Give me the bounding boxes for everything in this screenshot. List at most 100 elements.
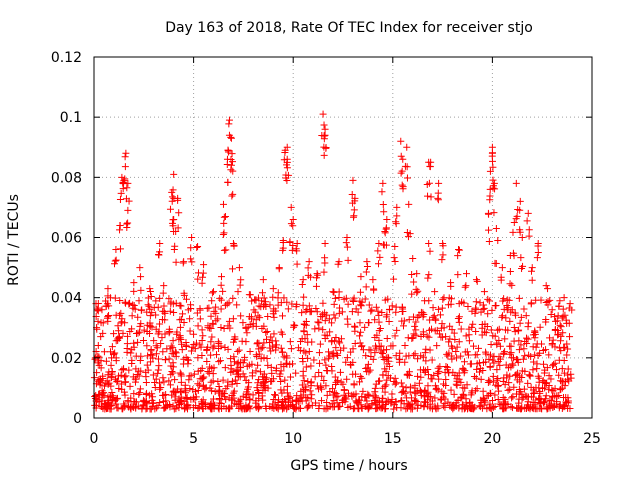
data-point: [270, 396, 278, 404]
data-point: [479, 367, 487, 375]
data-point: [472, 328, 480, 336]
data-point: [525, 371, 533, 379]
data-point: [116, 296, 124, 304]
data-point: [156, 240, 164, 248]
data-point: [564, 345, 572, 353]
data-point: [235, 264, 243, 272]
data-point: [458, 401, 466, 409]
data-point: [269, 293, 277, 301]
data-point: [419, 313, 427, 321]
data-point: [150, 337, 158, 345]
data-point: [301, 335, 309, 343]
data-point: [307, 362, 315, 370]
data-point: [506, 385, 514, 393]
data-point: [229, 367, 237, 375]
data-point: [146, 405, 154, 413]
data-point: [365, 319, 373, 327]
data-point: [490, 352, 498, 360]
data-point: [390, 254, 398, 262]
y-tick-label: 0.12: [51, 50, 82, 66]
data-point: [216, 386, 224, 394]
data-point: [457, 325, 465, 333]
data-point: [400, 317, 408, 325]
data-point: [174, 385, 182, 393]
data-point: [142, 373, 150, 381]
data-point: [97, 319, 105, 327]
data-point: [417, 388, 425, 396]
data-point: [263, 328, 271, 336]
data-point: [425, 333, 433, 341]
data-point: [445, 349, 453, 357]
data-point: [139, 337, 147, 345]
y-tick-label: 0.02: [51, 351, 82, 367]
data-point: [143, 361, 151, 369]
data-point: [269, 375, 277, 383]
data-point: [146, 285, 154, 293]
data-point: [260, 378, 268, 386]
data-point: [518, 265, 526, 273]
data-point: [467, 391, 475, 399]
data-point: [146, 329, 154, 337]
data-point: [160, 378, 168, 386]
data-point: [545, 351, 553, 359]
data-point: [563, 351, 571, 359]
data-point: [441, 395, 449, 403]
data-point: [495, 387, 503, 395]
data-point: [323, 391, 331, 399]
data-point: [439, 251, 447, 259]
data-point: [237, 404, 245, 412]
data-point: [538, 405, 546, 413]
data-point: [493, 366, 501, 374]
data-point: [200, 261, 208, 269]
data-point: [547, 375, 555, 383]
data-point: [143, 321, 151, 329]
data-point: [307, 308, 315, 316]
data-point: [318, 372, 326, 380]
data-point: [391, 258, 399, 266]
data-point: [491, 185, 499, 193]
data-point: [375, 318, 383, 326]
data-point: [115, 385, 123, 393]
data-point: [421, 387, 429, 395]
data-point: [342, 294, 350, 302]
data-point: [297, 387, 305, 395]
data-point: [158, 334, 166, 342]
data-point: [438, 304, 446, 312]
data-point: [176, 369, 184, 377]
data-point: [190, 370, 198, 378]
data-point: [181, 404, 189, 412]
data-point: [452, 402, 460, 410]
data-point: [502, 314, 510, 322]
data-point: [332, 333, 340, 341]
data-point: [380, 346, 388, 354]
data-point: [154, 366, 162, 374]
data-point: [525, 351, 533, 359]
data-point: [448, 355, 456, 363]
y-axis-label: ROTI / TECUs: [6, 194, 22, 286]
data-point: [232, 366, 240, 374]
data-point: [371, 388, 379, 396]
data-point: [274, 405, 282, 413]
data-point: [480, 401, 488, 409]
data-point: [524, 335, 532, 343]
data-point: [463, 348, 471, 356]
data-point: [179, 310, 187, 318]
data-point: [238, 337, 246, 345]
data-point: [472, 276, 480, 284]
data-point: [424, 396, 432, 404]
data-point: [356, 332, 364, 340]
data-point: [533, 365, 541, 373]
data-point: [509, 354, 517, 362]
data-point: [447, 386, 455, 394]
data-point: [209, 370, 217, 378]
data-point: [531, 351, 539, 359]
data-point: [555, 391, 563, 399]
data-point: [491, 391, 499, 399]
data-point: [99, 389, 107, 397]
data-point: [269, 285, 277, 293]
data-point: [228, 377, 236, 385]
data-point: [496, 342, 504, 350]
data-point: [542, 316, 550, 324]
data-point: [94, 341, 102, 349]
data-point: [104, 292, 112, 300]
